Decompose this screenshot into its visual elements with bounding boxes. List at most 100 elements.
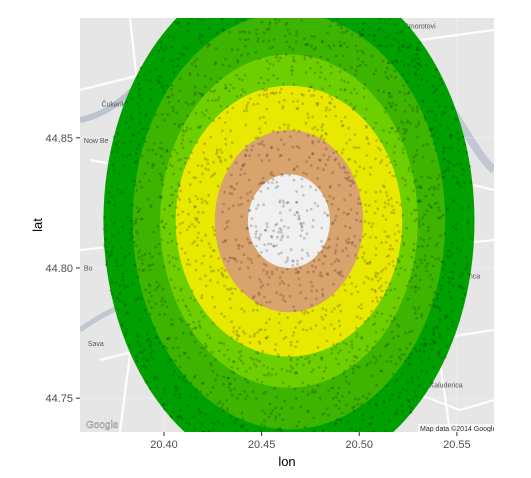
data-point bbox=[437, 216, 440, 219]
data-point bbox=[123, 164, 126, 168]
data-point bbox=[165, 305, 169, 308]
data-point bbox=[300, 224, 304, 228]
data-point bbox=[167, 254, 171, 257]
data-point bbox=[222, 408, 226, 412]
data-point bbox=[255, 229, 259, 233]
data-point bbox=[345, 342, 349, 346]
data-point bbox=[390, 126, 394, 130]
data-point bbox=[324, 108, 328, 112]
data-point bbox=[313, 71, 317, 75]
data-point bbox=[374, 247, 378, 250]
data-point bbox=[236, 48, 240, 52]
data-point bbox=[225, 399, 228, 402]
data-point bbox=[411, 268, 415, 272]
data-point bbox=[206, 333, 209, 337]
data-point bbox=[295, 107, 299, 110]
x-axis-title: lon bbox=[278, 454, 295, 469]
data-point bbox=[415, 317, 418, 320]
data-point bbox=[144, 140, 147, 144]
data-point bbox=[316, 61, 319, 65]
data-point bbox=[207, 116, 211, 120]
data-point bbox=[389, 288, 392, 292]
data-point bbox=[248, 209, 251, 212]
data-point bbox=[211, 321, 215, 325]
data-point bbox=[144, 380, 148, 384]
data-point bbox=[287, 435, 290, 438]
data-point bbox=[426, 262, 429, 265]
data-point bbox=[421, 155, 425, 159]
data-point bbox=[354, 69, 358, 72]
data-point bbox=[393, 38, 396, 41]
data-point bbox=[240, 215, 244, 219]
data-point bbox=[446, 159, 450, 163]
data-point bbox=[320, 315, 324, 319]
data-point bbox=[430, 348, 434, 351]
data-point bbox=[213, 305, 217, 309]
data-point bbox=[280, 367, 284, 371]
data-point bbox=[279, 228, 283, 232]
data-point bbox=[291, 100, 295, 103]
data-point bbox=[262, 93, 266, 97]
data-point bbox=[335, 438, 338, 441]
data-point bbox=[246, 192, 249, 196]
data-point bbox=[432, 133, 436, 137]
data-point bbox=[431, 193, 435, 197]
data-point bbox=[301, 7, 304, 10]
data-point bbox=[306, 134, 310, 137]
data-point bbox=[406, 380, 410, 384]
data-point bbox=[232, 204, 235, 208]
data-point bbox=[377, 43, 381, 47]
data-point bbox=[144, 366, 148, 370]
data-point bbox=[450, 146, 454, 150]
data-point bbox=[194, 388, 198, 392]
data-point bbox=[159, 154, 163, 158]
data-point bbox=[321, 39, 324, 43]
data-point bbox=[197, 443, 200, 446]
data-point bbox=[275, 291, 279, 294]
data-point bbox=[346, 241, 349, 245]
data-point bbox=[351, 371, 355, 375]
data-point bbox=[321, 292, 325, 296]
data-point bbox=[316, 384, 320, 388]
data-point bbox=[400, 45, 404, 48]
data-point bbox=[446, 255, 450, 259]
data-point bbox=[222, 202, 226, 206]
data-point bbox=[200, 92, 204, 96]
data-point bbox=[258, 15, 261, 18]
data-point bbox=[296, 270, 300, 274]
data-point bbox=[343, 68, 347, 72]
data-point bbox=[148, 252, 152, 255]
data-point bbox=[245, 106, 248, 110]
data-point bbox=[240, 289, 244, 293]
data-point bbox=[233, 287, 237, 291]
data-point bbox=[220, 341, 223, 345]
data-point bbox=[344, 31, 347, 34]
data-point bbox=[405, 346, 409, 350]
data-point bbox=[391, 372, 395, 376]
data-point bbox=[173, 393, 177, 396]
data-point bbox=[414, 289, 417, 293]
data-point bbox=[168, 358, 172, 361]
data-point bbox=[275, 244, 278, 248]
data-point bbox=[218, 116, 221, 120]
data-point bbox=[424, 194, 428, 198]
data-point bbox=[176, 22, 180, 25]
data-point bbox=[467, 206, 471, 210]
data-point bbox=[467, 220, 470, 224]
data-point bbox=[354, 73, 358, 76]
data-point bbox=[321, 87, 324, 91]
data-point bbox=[375, 358, 378, 362]
data-point bbox=[255, 433, 258, 436]
data-point bbox=[299, 234, 303, 238]
data-point bbox=[364, 275, 368, 279]
data-point bbox=[305, 42, 309, 46]
data-point bbox=[176, 346, 180, 350]
data-point bbox=[387, 102, 391, 105]
data-point bbox=[244, 154, 248, 158]
data-point bbox=[249, 224, 253, 228]
data-point bbox=[239, 350, 243, 353]
data-point bbox=[135, 217, 138, 221]
data-point bbox=[280, 87, 283, 91]
data-point bbox=[224, 238, 228, 242]
data-point bbox=[194, 176, 198, 180]
